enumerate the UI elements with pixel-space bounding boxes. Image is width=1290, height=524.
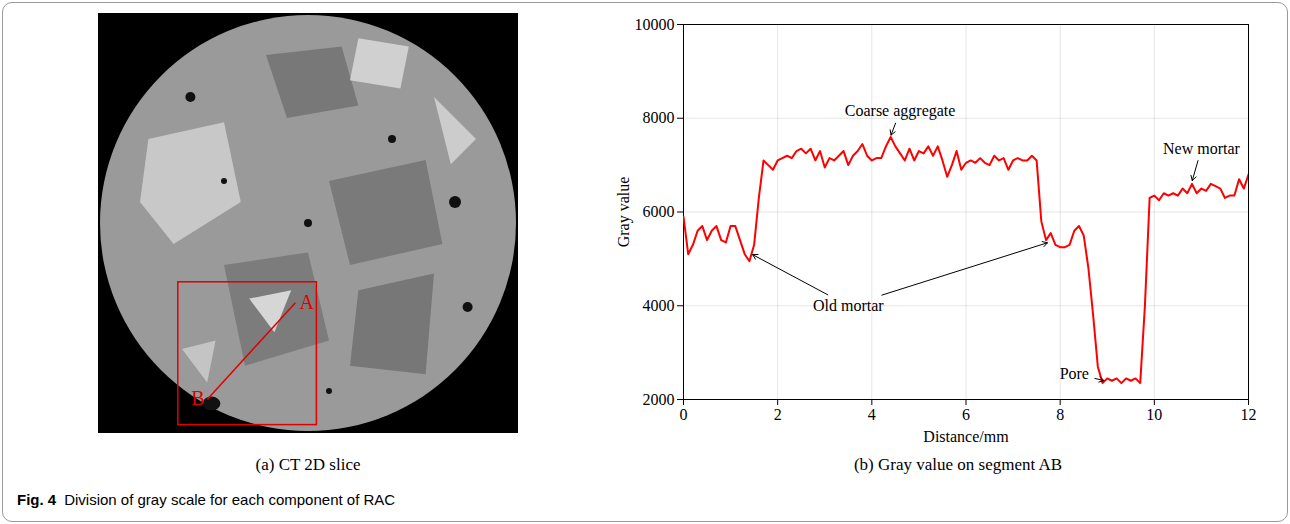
svg-text:Pore: Pore [1060,365,1089,382]
html-text:(b) Gray value on segment AB: (b) Gray value on segment AB [853,455,1063,474]
svg-text:Old mortar: Old mortar [813,297,884,314]
svg-text:8000: 8000 [643,109,675,126]
svg-text:Distance/mm: Distance/mm [923,428,1009,445]
svg-text:New mortar: New mortar [1163,140,1241,157]
svg-text:A: A [299,291,314,313]
html-text:Division of gray scale for eac: Division of gray scale for each componen… [64,491,396,508]
svg-text:8: 8 [1056,406,1064,423]
svg-text:6: 6 [962,406,970,423]
svg-text:2000: 2000 [643,391,675,408]
html-text:Fig. 4: Fig. 4 [17,491,57,508]
svg-text:12: 12 [1241,406,1257,423]
svg-text:6000: 6000 [643,203,675,220]
svg-text:Gray value: Gray value [615,177,633,248]
svg-text:10000: 10000 [635,16,675,33]
svg-text:10: 10 [1146,406,1162,423]
svg-text:B: B [191,387,204,409]
svg-text:4000: 4000 [643,297,675,314]
svg-text:Coarse aggregate: Coarse aggregate [845,102,956,120]
svg-text:4: 4 [868,406,876,423]
svg-text:2: 2 [774,406,782,423]
html-text:(a) CT 2D slice: (a) CT 2D slice [255,455,361,474]
svg-text:0: 0 [680,406,688,423]
